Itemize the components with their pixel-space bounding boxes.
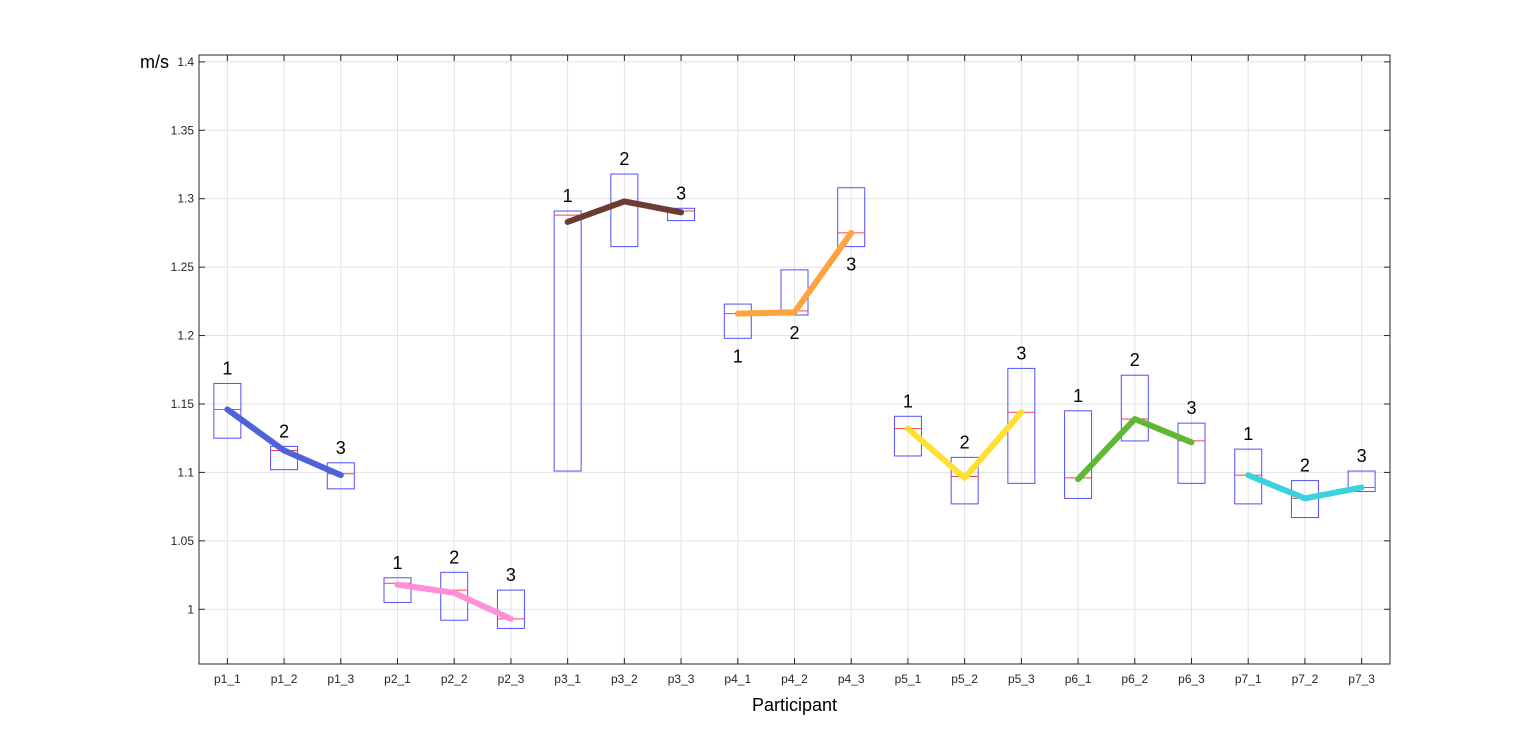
series-lines bbox=[224, 198, 1365, 622]
box bbox=[213, 382, 242, 439]
box bbox=[1347, 470, 1376, 493]
series-line bbox=[904, 409, 1025, 481]
x-tick-label: p3_1 bbox=[554, 672, 581, 686]
box bbox=[950, 456, 979, 505]
y-tick-label: 1.35 bbox=[171, 123, 195, 137]
x-tick-label: p1_1 bbox=[214, 672, 241, 686]
y-tick-label: 1.3 bbox=[177, 192, 194, 206]
x-tick-label: p3_2 bbox=[611, 672, 638, 686]
box bbox=[610, 173, 639, 248]
box bbox=[1234, 448, 1263, 505]
x-tick-label: p1_2 bbox=[271, 672, 298, 686]
run-label: 3 bbox=[336, 438, 346, 458]
run-label: 2 bbox=[789, 323, 799, 343]
y-tick-label: 1.25 bbox=[171, 260, 195, 274]
run-label: 3 bbox=[1357, 446, 1367, 466]
x-tick-label: p7_1 bbox=[1235, 672, 1262, 686]
box bbox=[667, 207, 696, 222]
grid-lines bbox=[199, 55, 1390, 664]
x-tick-label: p1_3 bbox=[327, 672, 354, 686]
box bbox=[553, 210, 582, 472]
x-tick-label: p3_3 bbox=[668, 672, 695, 686]
box bbox=[1120, 374, 1149, 442]
box bbox=[383, 577, 412, 603]
run-label: 1 bbox=[563, 186, 573, 206]
x-tick-label: p6_1 bbox=[1065, 672, 1092, 686]
series-line bbox=[1245, 472, 1365, 502]
y-tick-label: 1.1 bbox=[177, 465, 194, 479]
x-tick-label: p4_2 bbox=[781, 672, 808, 686]
y-tick-label: 1.4 bbox=[177, 55, 194, 69]
x-tick-label: p6_3 bbox=[1178, 672, 1205, 686]
run-label: 2 bbox=[279, 421, 289, 441]
run-label: 1 bbox=[392, 553, 402, 573]
x-tick-label: p5_2 bbox=[951, 672, 978, 686]
box bbox=[496, 589, 525, 629]
y-axis-unit-label: m/s bbox=[140, 52, 169, 72]
y-tick-label: 1.05 bbox=[171, 534, 195, 548]
axis-ticks: p1_1 p1_2 p1_3 p2_1 p2_2 p2_3 p3_1 p3_2 p3_3 p4_1… bbox=[171, 55, 1390, 686]
box bbox=[837, 187, 866, 248]
run-label: 2 bbox=[1130, 350, 1140, 370]
run-label: 3 bbox=[676, 183, 686, 203]
x-tick-label: p4_3 bbox=[838, 672, 865, 686]
series-line bbox=[734, 229, 855, 317]
run-label: 3 bbox=[846, 255, 856, 275]
series-line bbox=[224, 406, 344, 479]
box bbox=[326, 462, 355, 490]
run-label: 1 bbox=[1073, 386, 1083, 406]
box bbox=[1064, 410, 1093, 499]
x-tick-label: p7_2 bbox=[1292, 672, 1319, 686]
series-line bbox=[394, 581, 514, 622]
x-tick-label: p5_3 bbox=[1008, 672, 1035, 686]
y-tick-label: 1.2 bbox=[177, 329, 194, 343]
run-label: 2 bbox=[449, 547, 459, 567]
run-label: 2 bbox=[619, 149, 629, 169]
x-axis-label: Participant bbox=[752, 695, 837, 715]
x-tick-label: p7_3 bbox=[1348, 672, 1375, 686]
run-label: 2 bbox=[960, 432, 970, 452]
x-tick-label: p2_2 bbox=[441, 672, 468, 686]
box bbox=[893, 415, 922, 457]
run-label: 3 bbox=[1186, 398, 1196, 418]
series-line bbox=[564, 198, 685, 225]
run-label: 1 bbox=[1243, 424, 1253, 444]
run-label: 1 bbox=[222, 358, 232, 378]
y-tick-label: 1 bbox=[187, 602, 194, 616]
box bbox=[723, 303, 752, 339]
run-label: 3 bbox=[1016, 343, 1026, 363]
x-tick-label: p4_1 bbox=[724, 672, 751, 686]
run-label: 3 bbox=[506, 565, 516, 585]
run-label: 1 bbox=[733, 346, 743, 366]
run-labels: 1 2 3 1 2 3 1 2 3 1 2 3 1 2 3 1 2 3 1 2 3 bbox=[222, 149, 1366, 585]
box bbox=[1177, 422, 1206, 484]
run-label: 1 bbox=[903, 391, 913, 411]
box bbox=[1290, 480, 1319, 519]
series-line bbox=[1075, 416, 1195, 483]
x-tick-label: p5_1 bbox=[895, 672, 922, 686]
x-tick-label: p6_2 bbox=[1121, 672, 1148, 686]
y-tick-label: 1.15 bbox=[171, 397, 195, 411]
x-tick-label: p2_1 bbox=[384, 672, 411, 686]
x-tick-label: p2_3 bbox=[498, 672, 525, 686]
run-label: 2 bbox=[1300, 456, 1310, 476]
